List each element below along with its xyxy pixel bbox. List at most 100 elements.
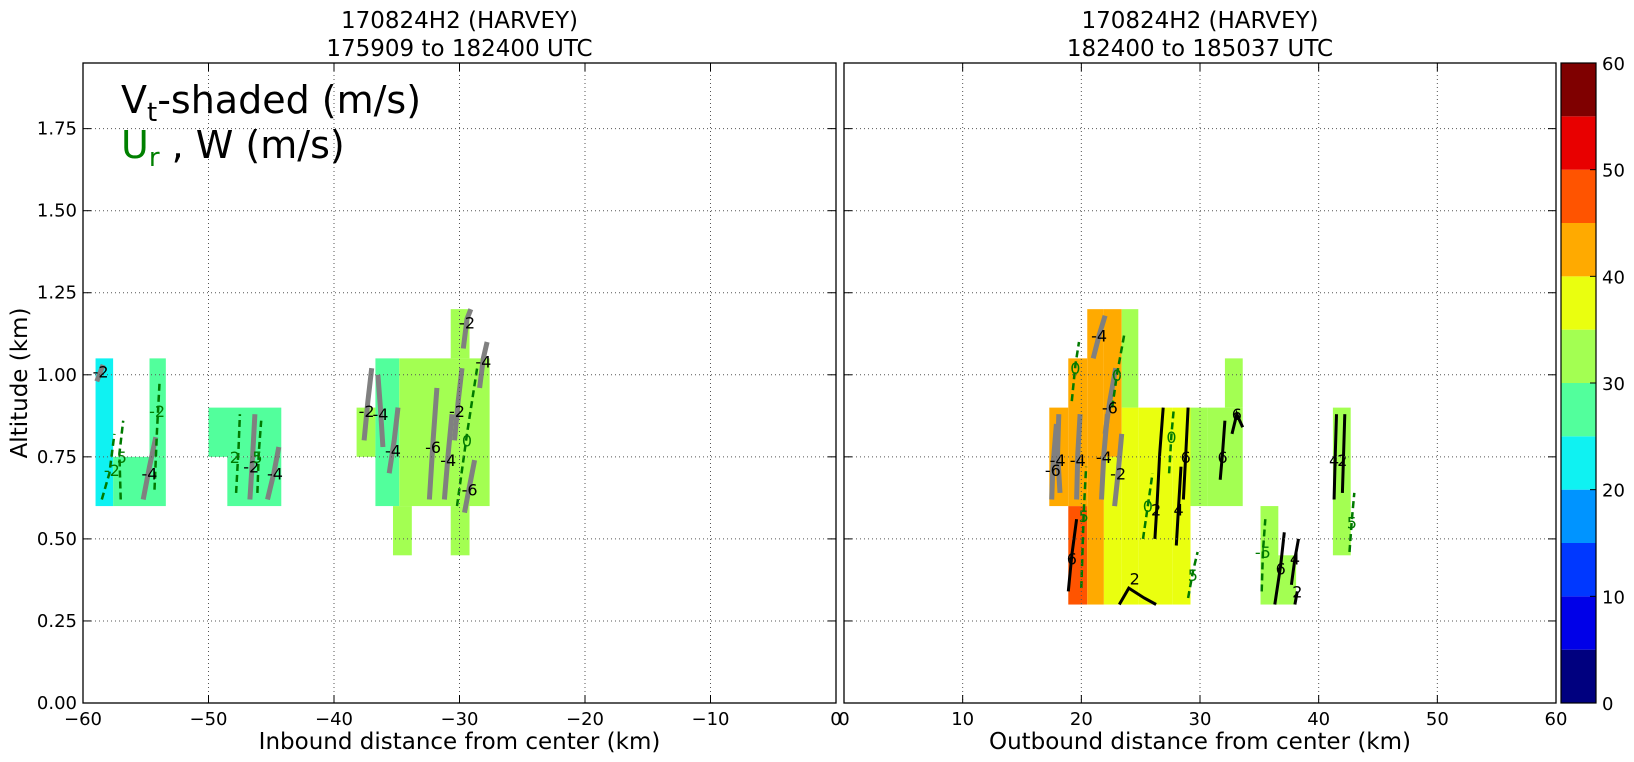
legend-ur-w-text: Ur , W (m/s) [121,123,345,173]
w-contour-label: 6 [1217,448,1227,467]
w-contour-line [1066,519,1079,592]
ur-contour-line [234,414,242,493]
w-contour-label: -6 [1045,461,1061,480]
colorbar-level [1561,116,1596,170]
vt-shaded-cell [1278,555,1297,605]
ur-contour-label: 5 [117,448,127,467]
w-contour-line [1230,409,1245,435]
chart-subtitle: 175909 to 182400 UTC [326,36,592,62]
y-tick-label: 0.00 [37,693,77,714]
vt-shaded-cell [1190,407,1208,507]
vt-shaded-cell [1121,407,1139,605]
colorbar-level [1561,169,1596,223]
w-contour-label: -2 [1110,464,1126,483]
w-contour-label: 6 [1181,448,1191,467]
w-contour-label: -4 [1070,451,1086,470]
w-contour-line [426,387,440,500]
y-tick-label: 0.75 [37,447,77,468]
ur-contour-line [1186,551,1199,599]
w-contour-line [361,367,375,441]
w-contour-line [1332,414,1338,500]
colorbar-level [1561,436,1596,490]
ur-contour-label: 5 [1079,507,1089,526]
w-contour-line [1218,420,1227,480]
w-contour-line [1049,423,1059,500]
w-contour-line [477,341,490,389]
w-contour-label: -4 [142,464,158,483]
legend-vt-symbol: V [121,78,147,122]
w-contour-label: 2 [1130,569,1140,588]
w-contour-line [140,436,159,500]
x-axis-label: Inbound distance from center (km) [259,729,661,755]
x-tick-label: −50 [190,709,228,730]
vt-shaded-cell [113,456,166,507]
x-tick-label: 10 [951,709,974,730]
ur-contour-label: -2 [149,402,165,421]
left-panel: -2-4 -2 -4-2-4-4 -6-4-2-6-2-4-25-22 50−60 −50… [7,8,842,755]
w-contour-line [265,446,282,501]
ur-contour-line [455,368,479,507]
w-contour-label: 2 [1337,451,1347,470]
w-contour-label: 6 [1232,405,1242,424]
w-contour-label: -4 [267,464,283,483]
w-contour-label: -2 [93,363,109,382]
ur-contour-label: 2 [230,448,240,467]
w-contour-label: -2 [359,402,375,421]
w-contour-line [375,374,386,448]
vt-shaded-cell [392,506,412,556]
w-contour-label: 2 [1151,500,1161,519]
legend-vt-rest: -shaded (m/s) [157,78,421,122]
y-tick-label: 0.25 [37,611,77,632]
ur-contour-line [118,420,125,500]
x-tick-label: 0 [838,709,849,730]
w-contour-label: 6 [1067,550,1077,569]
colorbar-level [1561,223,1596,277]
ur-contour-line [100,433,116,500]
w-contour-line [1289,538,1300,585]
ur-contour-label: 5 [1347,513,1357,532]
x-tick-label: −20 [566,709,604,730]
ur-contour-label: -2 [104,461,120,480]
w-contour-line [1273,532,1286,605]
chart-title: 170824H2 (HARVEY) [1081,8,1318,34]
w-contour-label: -2 [459,313,475,332]
w-contour-label: -6 [462,481,478,500]
w-contour-label: -4 [372,405,388,424]
colorbar-tick-label: 60 [1602,54,1625,75]
colorbar-level [1561,383,1596,437]
w-contour-label: 2 [1292,582,1302,601]
w-contour-line [94,364,106,383]
w-contour-line [1102,367,1119,435]
w-contour-label: -4 [440,451,456,470]
x-axis-label: Outbound distance from center (km) [989,729,1411,755]
w-contour-line [1055,414,1063,494]
x-tick-label: 60 [1545,709,1568,730]
w-contour-line [1153,407,1165,539]
w-contour-label: -4 [385,441,401,460]
w-contour-line [247,414,258,500]
w-contour-label: -4 [1091,326,1107,345]
colorbar-tick-label: 10 [1602,587,1625,608]
w-contour-label: -6 [425,438,441,457]
y-tick-label: 1.00 [37,365,77,386]
legend-w-rest: , W (m/s) [160,123,345,167]
w-contour-label: 4 [1290,550,1300,569]
w-contour-label: 4 [1174,500,1184,519]
w-contour-line [460,308,474,349]
y-axis-label: Altitude (km) [7,308,33,459]
colorbar-level [1561,276,1596,330]
y-tick-label: 0.50 [37,529,77,550]
w-contour-line [1090,314,1108,360]
w-contour-label: -4 [1096,448,1112,467]
ur-contour-label: 5 [1188,566,1198,585]
w-contour-line [1074,414,1083,500]
ur-contour-label: 5 [252,448,262,467]
ur-contour-label: 0 [1143,497,1153,516]
x-tick-label: −60 [64,709,102,730]
ur-contour-line [1080,466,1088,589]
ur-contour-line [1070,341,1081,402]
ur-contour-label: 0 [1070,359,1080,378]
colorbar-tick-label: 30 [1602,374,1625,395]
